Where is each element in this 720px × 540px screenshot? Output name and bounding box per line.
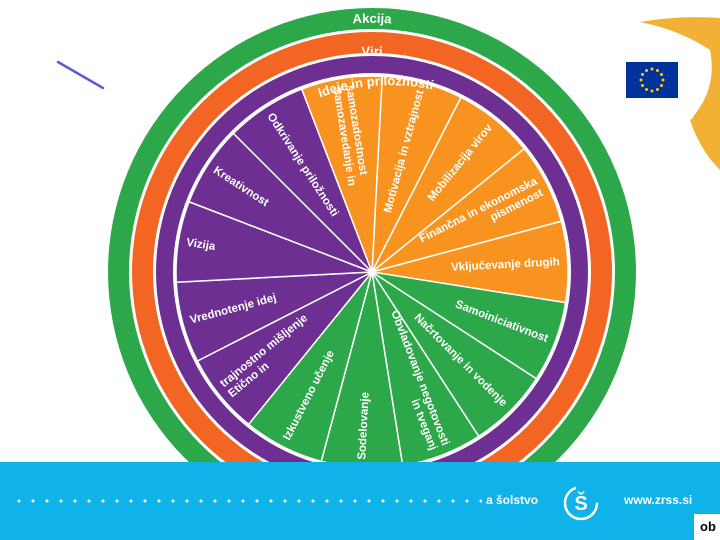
segments bbox=[175, 75, 569, 469]
eu-star bbox=[656, 68, 659, 72]
eu-star bbox=[639, 78, 643, 82]
segment-label: Sodelovanje bbox=[356, 392, 372, 460]
eu-star bbox=[650, 89, 654, 93]
zrss-logo-icon: Š bbox=[563, 485, 599, 521]
eu-star bbox=[640, 73, 644, 76]
segment-label: Vključevanje drugih bbox=[451, 256, 560, 274]
footer-dots bbox=[12, 496, 482, 506]
eu-star bbox=[660, 84, 664, 87]
eu-star bbox=[661, 78, 665, 82]
eu-star bbox=[645, 68, 648, 72]
segment-label: Vizija bbox=[185, 237, 216, 254]
corner-text: ob bbox=[694, 514, 720, 540]
ring-label-viri: Viri bbox=[361, 44, 383, 59]
segment-wedge bbox=[300, 75, 384, 273]
eu-flag-icon bbox=[624, 60, 680, 100]
eu-star bbox=[650, 67, 654, 71]
eu-star bbox=[645, 88, 648, 92]
ring-label-akcija: Akcija bbox=[352, 11, 393, 27]
footer-text: a šolstvo bbox=[486, 493, 539, 507]
wheel-center bbox=[368, 268, 376, 276]
eu-star bbox=[660, 73, 664, 76]
eu-star bbox=[656, 88, 659, 92]
svg-text:Š: Š bbox=[574, 491, 587, 515]
eu-star bbox=[640, 84, 644, 87]
footer-url-link[interactable]: www.zrss.si bbox=[624, 493, 693, 507]
